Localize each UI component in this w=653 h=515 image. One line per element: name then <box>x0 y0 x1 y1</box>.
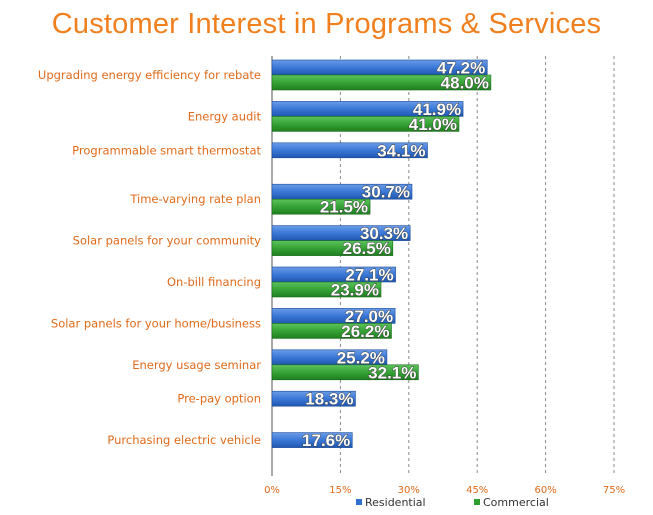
category-label: Time-varying rate plan <box>129 192 261 206</box>
data-label: 26.2% <box>341 322 389 341</box>
legend-label-commercial: Commercial <box>483 496 549 509</box>
bars <box>271 59 492 448</box>
category-label: Purchasing electric vehicle <box>107 433 261 447</box>
x-tick-label: 75% <box>603 485 625 496</box>
data-label: 27.0% <box>345 307 393 326</box>
commercial-bar <box>271 74 492 91</box>
data-label: 34.1% <box>377 141 425 160</box>
commercial-bar <box>271 116 460 132</box>
data-label: 25.2% <box>337 348 385 367</box>
residential-bar <box>271 432 353 448</box>
data-label: 30.7% <box>362 183 410 202</box>
data-label: 27.1% <box>345 266 393 285</box>
residential-bar <box>271 390 356 407</box>
commercial-bar <box>271 281 382 298</box>
data-labels: 47.2%48.0% 41.9%41.0% 34.1% 30.7%21.5% 30.3%… <box>302 58 490 451</box>
data-label: 48.0% <box>441 74 489 93</box>
category-label: Solar panels for your community <box>73 234 262 248</box>
x-tick-label: 30% <box>398 485 420 496</box>
data-label: 41.0% <box>409 115 457 134</box>
category-label: Upgrading energy efficiency for rebate <box>38 68 261 82</box>
category-label: Energy audit <box>188 109 262 123</box>
data-label: 41.9% <box>413 100 461 119</box>
x-axis-ticks: 0% 15% 30% 45% 60% 75% <box>264 485 625 496</box>
residential-bar <box>271 142 428 159</box>
x-tick-label: 45% <box>466 485 488 496</box>
category-label: Pre-pay option <box>177 392 261 406</box>
legend-label-residential: Residential <box>365 496 426 509</box>
data-label: 32.1% <box>368 363 416 382</box>
data-label: 18.3% <box>305 390 353 409</box>
category-label: Programmable smart thermostat <box>72 143 261 157</box>
chart-title: Customer Interest in Programs & Services <box>51 8 602 40</box>
data-label: 47.2% <box>437 59 485 78</box>
data-label: 17.6% <box>302 431 350 450</box>
legend-swatch-residential <box>356 499 362 505</box>
data-label: 21.5% <box>320 198 368 217</box>
x-tick-label: 0% <box>264 485 280 496</box>
data-label: 30.3% <box>360 224 408 243</box>
data-label: 23.9% <box>331 281 379 300</box>
category-label: Energy usage seminar <box>132 358 261 372</box>
commercial-bar <box>271 240 394 256</box>
legend: Residential Commercial <box>356 496 549 509</box>
category-label: On-bill financing <box>167 275 261 289</box>
commercial-bar <box>271 364 419 381</box>
category-labels: Upgrading energy efficiency for rebate En… <box>38 68 262 447</box>
x-tick-label: 60% <box>534 485 556 496</box>
x-tick-label: 15% <box>329 485 351 496</box>
legend-swatch-commercial <box>474 499 480 505</box>
commercial-bar <box>271 323 392 339</box>
data-label: 26.5% <box>343 239 391 258</box>
category-label: Solar panels for your home/business <box>51 316 261 330</box>
commercial-bar <box>271 198 371 215</box>
